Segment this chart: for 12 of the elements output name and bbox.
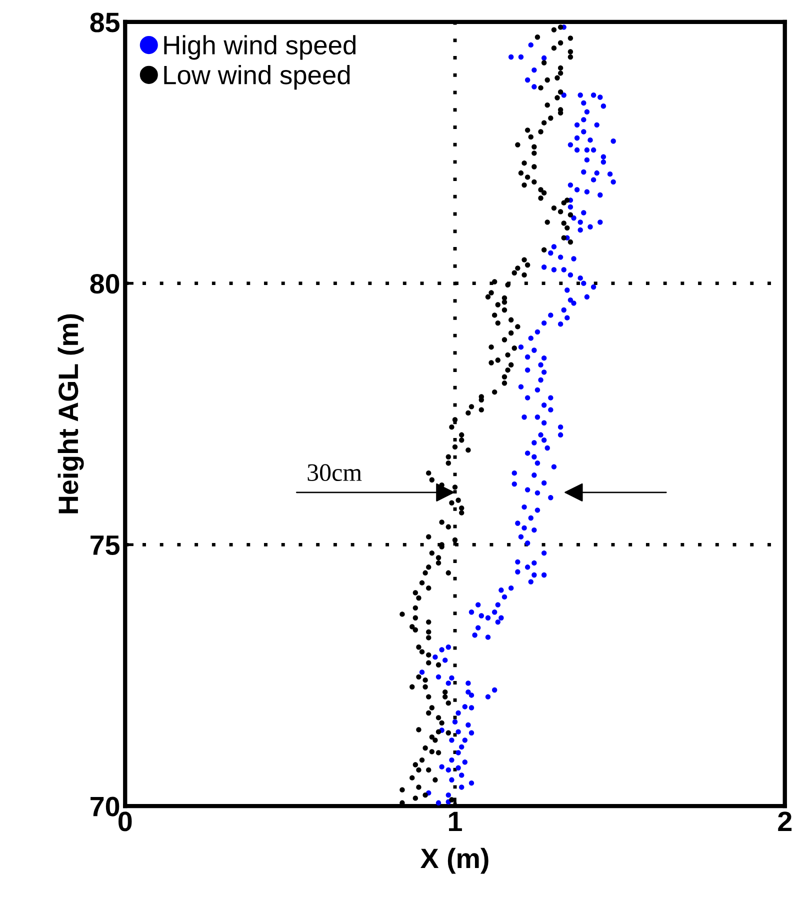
x-axis-title: X (m)	[420, 848, 488, 874]
x-tick-label: 0	[118, 812, 132, 832]
y-tick-label: 70	[90, 796, 120, 816]
x-tick-label: 2	[778, 812, 792, 832]
y-tick-label: 85	[90, 12, 120, 32]
y-tick-label: 75	[90, 536, 120, 556]
y-axis-title: Height AGL (m)	[58, 314, 84, 514]
legend-label: Low wind speed	[164, 65, 350, 90]
y-tick-label: 80	[90, 274, 120, 294]
x-tick-label: 1	[449, 812, 462, 832]
legend-label: High wind speed	[164, 35, 356, 60]
annotation: 30cm	[308, 464, 362, 482]
